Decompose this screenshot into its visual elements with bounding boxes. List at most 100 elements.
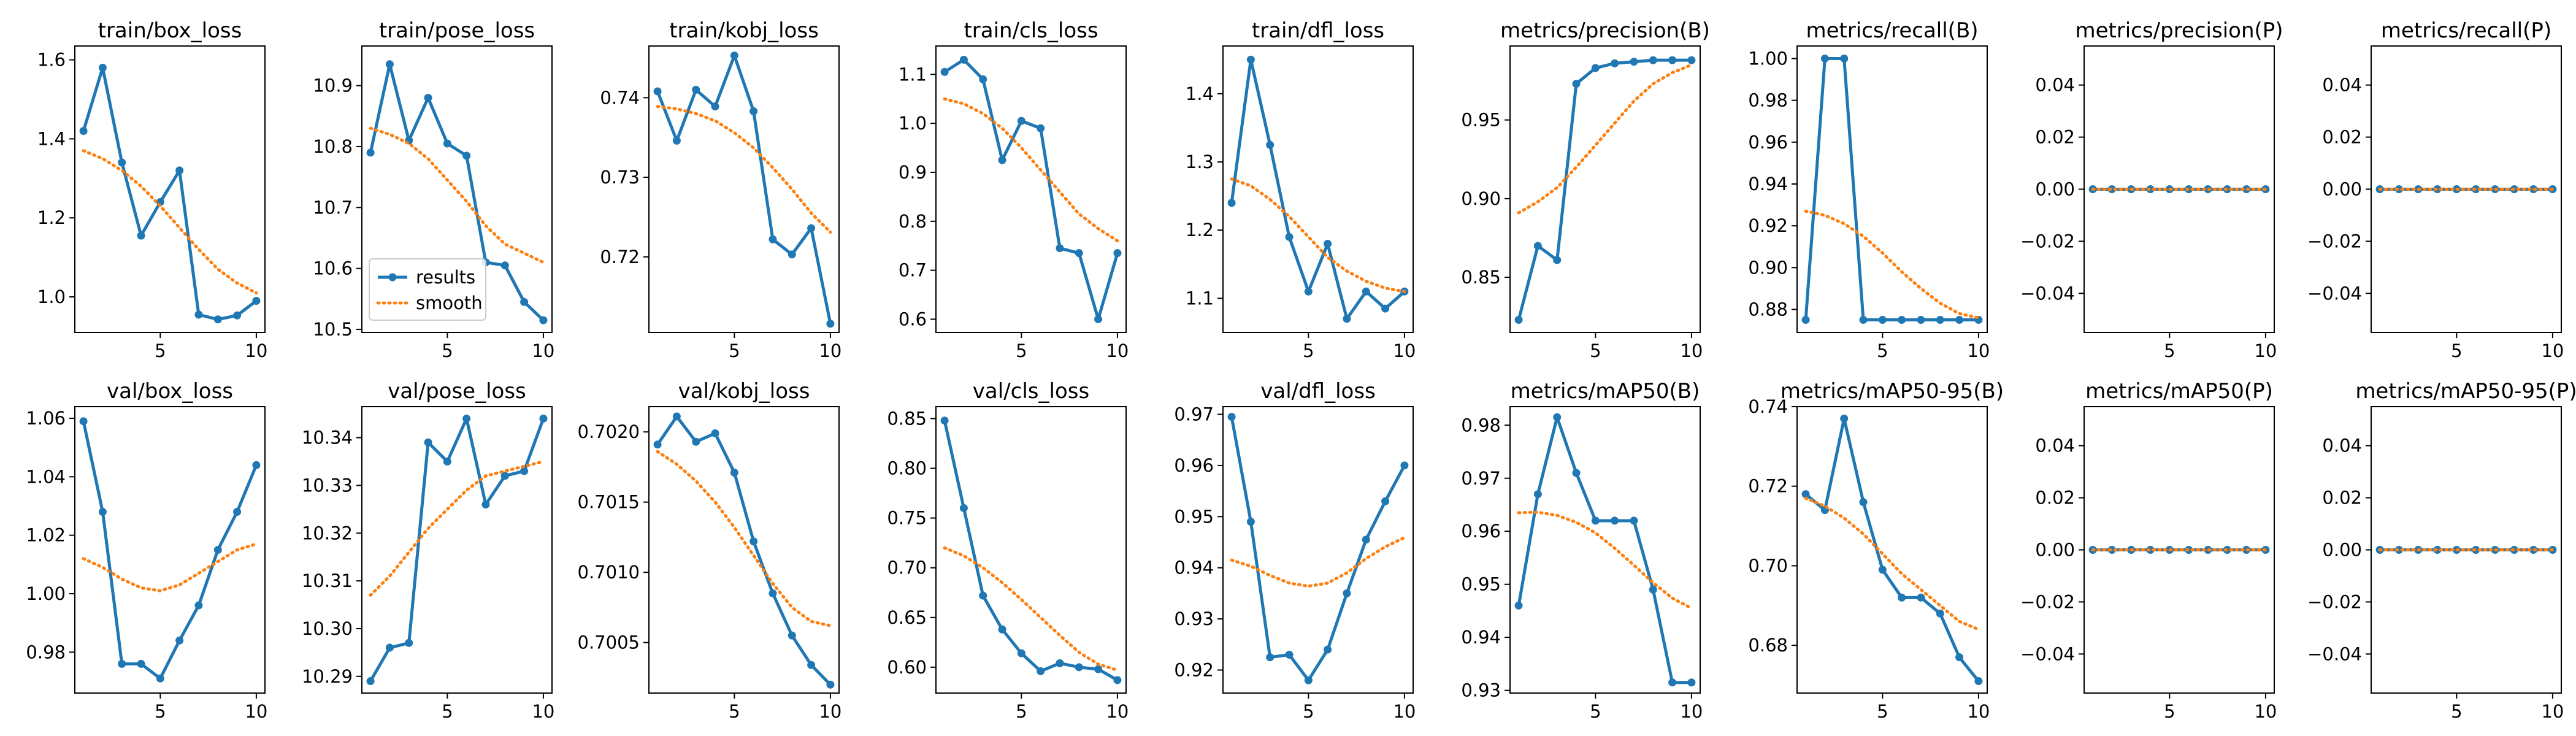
- panel-train-box-loss: train/box_loss 1.0 1.2 1.4 1.6 5 10: [37, 18, 267, 361]
- axes-frame: [1796, 406, 1988, 694]
- data-point-results: [1591, 516, 1600, 525]
- panel-title: train/pose_loss: [379, 18, 535, 43]
- y-tick-label: 0.8: [899, 211, 927, 232]
- data-point-results: [1936, 316, 1944, 324]
- y-tick-label: 0.94: [1174, 558, 1214, 578]
- y-tick-label: 0.04: [2322, 75, 2362, 96]
- axes-frame: [74, 406, 266, 694]
- y-tick-label: 10.8: [313, 136, 353, 157]
- y-tick-label: 10.34: [302, 427, 353, 448]
- series-line-results: [943, 58, 1119, 321]
- data-point-results: [520, 467, 529, 475]
- data-point-results: [769, 589, 777, 597]
- data-point-results: [711, 102, 719, 111]
- data-point-results: [79, 417, 88, 426]
- y-tick-label: 0.74: [600, 87, 640, 108]
- y-tick-label: 1.2: [1186, 220, 1214, 240]
- series-line-results: [656, 54, 832, 324]
- x-tick-label: 10: [245, 340, 267, 361]
- data-point-results: [1687, 678, 1696, 687]
- y-tick-label: 1.00: [26, 583, 66, 604]
- y-tick-label: 0.00: [2035, 540, 2075, 561]
- series-line-results: [1230, 416, 1406, 682]
- y-tick-label: −0.02: [2307, 231, 2362, 251]
- data-point-results: [424, 93, 432, 102]
- axes-frame: [361, 406, 553, 694]
- data-point-results: [711, 429, 719, 437]
- data-point-results: [1955, 316, 1964, 324]
- series-line-smooth: [82, 149, 258, 295]
- y-tick-label: 1.0: [37, 286, 66, 307]
- x-tick-label: 10: [819, 701, 841, 722]
- y-tick-label: 0.96: [1174, 455, 1214, 476]
- axes-frame: [1796, 45, 1988, 333]
- y-tick-label: 0.02: [2322, 127, 2362, 148]
- x-tick-label: 5: [2164, 340, 2175, 361]
- data-point-results: [1974, 677, 1983, 686]
- data-point-results: [1324, 239, 1332, 248]
- y-tick-label: 0.90: [1461, 188, 1501, 209]
- data-point-results: [1859, 498, 1868, 507]
- x-tick-label: 5: [1590, 701, 1601, 722]
- x-tick-label: 10: [2254, 340, 2277, 361]
- series-line-results: [1517, 415, 1692, 684]
- y-tick-label: 0.94: [1461, 627, 1501, 648]
- data-point-results: [1898, 316, 1906, 324]
- x-tick-label: 10: [532, 701, 554, 722]
- x-tick-label: 10: [1106, 340, 1129, 361]
- data-point-results: [1227, 413, 1236, 421]
- y-tick-label: 10.31: [302, 570, 353, 591]
- data-point-results: [1246, 518, 1255, 526]
- y-tick-label: 0.95: [1174, 506, 1214, 527]
- data-point-results: [1572, 469, 1581, 477]
- data-point-results: [539, 316, 548, 324]
- data-point-results: [998, 156, 1006, 164]
- legend-label-smooth: smooth: [416, 293, 483, 313]
- series-line-smooth: [82, 542, 258, 592]
- panel-metrics-recall-p: metrics/recall(P) −0.04 −0.02 0.00 0.02 0.04 5…: [2307, 18, 2564, 361]
- data-point-results: [539, 414, 548, 423]
- y-tick-label: 0.04: [2035, 435, 2075, 456]
- data-point-results: [1266, 653, 1275, 662]
- panel-train-pose-loss: train/pose_loss 10.5 10.6 10.7 10.8 10.9 5 10 re…: [313, 18, 554, 361]
- series-line-smooth: [1230, 177, 1406, 293]
- data-point-results: [462, 414, 471, 423]
- data-point-results: [156, 674, 164, 683]
- series-line-results: [1230, 58, 1406, 321]
- x-tick-label: 10: [532, 340, 554, 361]
- data-point-results: [1246, 55, 1255, 64]
- axes-frame: [1509, 45, 1701, 333]
- y-tick-label: 0.9: [899, 162, 927, 183]
- y-tick-label: 0.70: [887, 558, 927, 578]
- data-point-results: [826, 680, 835, 689]
- y-tick-label: 10.7: [313, 197, 353, 218]
- x-tick-label: 10: [1393, 701, 1416, 722]
- data-point-results: [98, 508, 107, 516]
- data-point-results: [769, 235, 777, 243]
- data-point-results: [1917, 593, 1925, 602]
- y-tick-label: 0.68: [1748, 635, 1788, 656]
- axes-frame: [648, 406, 840, 694]
- data-point-results: [98, 63, 107, 72]
- data-point-results: [481, 500, 490, 509]
- y-tick-label: 0.72: [1748, 476, 1788, 497]
- panel-title: train/cls_loss: [964, 18, 1098, 43]
- y-tick-label: 10.29: [302, 666, 353, 687]
- data-point-results: [1687, 56, 1696, 64]
- data-point-results: [1668, 56, 1677, 64]
- data-point-results: [1859, 316, 1868, 324]
- data-point-results: [424, 438, 432, 447]
- panel-val-box-loss: val/box_loss 0.98 1.00 1.02 1.04 1.06 5 10: [26, 379, 267, 722]
- y-tick-label: 0.04: [2035, 75, 2075, 96]
- x-tick-label: 5: [1303, 340, 1314, 361]
- panel-title: val/pose_loss: [388, 379, 526, 404]
- data-point-results: [1037, 124, 1045, 132]
- data-point-results: [500, 261, 509, 270]
- y-tick-label: 0.95: [1461, 110, 1501, 131]
- series-line-results: [82, 66, 258, 321]
- data-point-results: [1898, 593, 1906, 602]
- series-line-results: [369, 416, 545, 682]
- data-point-results: [213, 315, 222, 324]
- series-line-smooth: [943, 546, 1119, 672]
- data-point-results: [1553, 256, 1562, 264]
